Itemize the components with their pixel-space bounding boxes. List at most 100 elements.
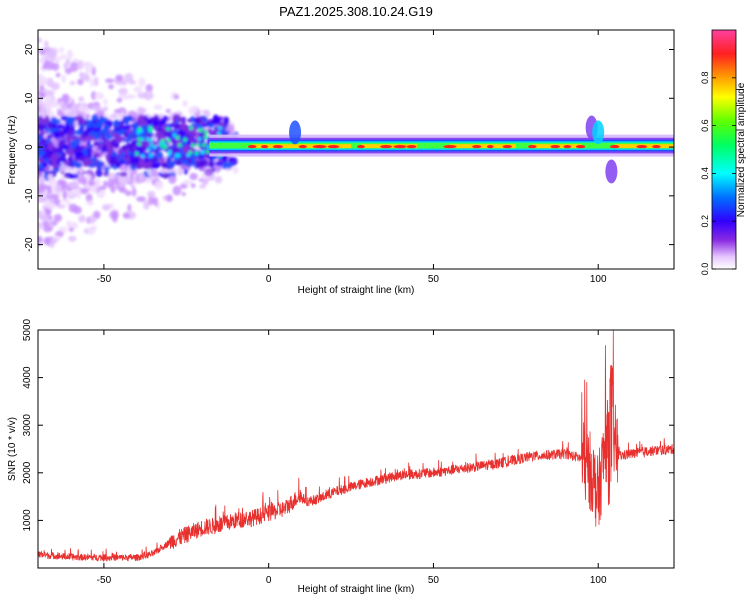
ridge-peak xyxy=(575,144,586,149)
figure-title: PAZ1.2025.308.10.24.G19 xyxy=(279,4,433,19)
heatmap-cell xyxy=(70,103,80,113)
heatmap-cell xyxy=(65,138,72,145)
heatmap-cell xyxy=(110,210,119,219)
snr-series-line xyxy=(38,330,674,563)
heatmap-cell xyxy=(200,150,205,155)
heatmap-cell xyxy=(177,143,182,148)
heatmap-cell xyxy=(203,134,208,139)
heatmap-cell xyxy=(190,143,195,148)
heatmap-cell xyxy=(118,178,126,188)
snr-x-ticks: -50 0 50 100 xyxy=(97,330,607,586)
heatmap-cell xyxy=(61,93,70,104)
heatmap-cell xyxy=(126,133,133,141)
heatmap-cell xyxy=(138,120,143,127)
heatmap-cell xyxy=(96,159,102,167)
heatmap-cell xyxy=(192,105,199,114)
snr-panel: -50 0 50 100 1000 2000 3000 4000 5000 Height of… xyxy=(7,318,675,595)
ridge-peak xyxy=(260,144,269,149)
heatmap-cell xyxy=(149,143,154,148)
heatmap-cell xyxy=(73,148,81,153)
heatmap-cell xyxy=(175,135,180,140)
ridge-peak xyxy=(563,144,572,149)
heatmap-cell xyxy=(198,128,203,133)
heatmap-cell xyxy=(120,171,128,177)
heatmap-cell xyxy=(151,162,160,169)
heatmap-cell xyxy=(94,141,99,147)
heatmap-cell xyxy=(68,181,78,189)
heatmap-cell xyxy=(83,158,93,167)
heatmap-cell xyxy=(182,179,192,185)
heatmap-cell xyxy=(114,108,122,114)
heatmap-cell xyxy=(137,136,142,141)
heatmap-cell xyxy=(128,115,133,122)
heatmap-cell xyxy=(167,151,172,156)
heatmap-cell xyxy=(78,175,86,184)
heatmap-cell xyxy=(203,168,214,177)
heatmap-cell xyxy=(55,184,62,193)
heatmap-cell xyxy=(144,161,154,169)
heatmap-cell xyxy=(166,138,171,143)
heatmap-cell xyxy=(69,80,76,86)
heatmap-cell xyxy=(166,127,171,132)
heatmap-cell xyxy=(78,155,86,162)
heatmap-cell xyxy=(40,214,50,221)
heatmap-cell xyxy=(134,151,139,156)
heatmap-cell xyxy=(46,185,52,194)
heatmap-cell xyxy=(176,153,181,158)
heatmap-cell xyxy=(207,123,214,128)
heatmap-cell xyxy=(45,236,51,246)
heatmap-cell xyxy=(145,84,153,92)
heatmap-cell xyxy=(206,144,211,149)
ridge-peak xyxy=(652,144,661,149)
y-tick-label: 5000 xyxy=(22,318,33,341)
ridge-peak xyxy=(272,144,284,149)
heatmap-cell xyxy=(186,153,191,158)
heatmap-cell xyxy=(42,64,49,70)
heatmap-cell xyxy=(39,85,45,91)
heatmap-cell xyxy=(47,198,54,203)
heatmap-cell xyxy=(69,62,79,73)
heatmap-cell xyxy=(38,111,49,117)
heatmap-cell xyxy=(175,160,183,166)
snr-frame xyxy=(38,330,674,568)
heatmap-cell xyxy=(72,160,78,167)
heatmap-cell xyxy=(103,98,108,106)
heatmap-cell xyxy=(127,203,132,212)
heatmap-cell xyxy=(85,70,91,75)
heatmap-cell xyxy=(58,46,64,54)
heatmap-cell xyxy=(138,130,147,140)
heatmap-cell xyxy=(101,136,107,142)
heatmap-cell xyxy=(194,151,199,156)
heatmap-cell xyxy=(93,153,102,158)
ridge-peak xyxy=(406,144,417,149)
ridge-peak xyxy=(327,144,340,149)
heatmap-cell xyxy=(70,136,78,141)
heatmap-cell xyxy=(38,133,42,143)
x-tick-label: -50 xyxy=(97,575,112,586)
heatmap-cell xyxy=(68,227,74,232)
heatmap-cell xyxy=(59,110,65,117)
heatmap-cell xyxy=(151,169,159,177)
y-tick-label: -10 xyxy=(24,188,35,203)
heatmap-cell xyxy=(55,72,61,78)
heatmap-cell xyxy=(203,130,208,135)
heatmap-cell xyxy=(56,204,66,209)
heatmap-cell xyxy=(124,190,132,196)
heatmap-cell xyxy=(67,156,74,163)
heatmap-cell xyxy=(38,123,45,132)
spectrogram-y-ticks: 20 10 0 -10 -20 xyxy=(24,44,674,252)
colorbar: 0.0 0.2 0.4 0.6 0.8 Normalized spectral ampl… xyxy=(700,29,747,275)
colorbar-tick-label: 0.8 xyxy=(700,72,710,85)
heatmap-cell xyxy=(125,155,131,163)
heatmap-cell xyxy=(152,145,157,150)
heatmap-cell xyxy=(113,176,120,186)
heatmap-cell xyxy=(172,114,178,123)
heatmap-cell xyxy=(38,184,46,193)
heatmap-cell xyxy=(189,126,194,131)
heatmap-cell xyxy=(116,163,121,169)
heatmap-cell xyxy=(133,86,143,93)
heatmap-cell xyxy=(61,145,70,150)
heatmap-cell xyxy=(180,123,186,130)
spectrogram-heatmap xyxy=(38,37,674,248)
heatmap-cell xyxy=(199,184,206,189)
